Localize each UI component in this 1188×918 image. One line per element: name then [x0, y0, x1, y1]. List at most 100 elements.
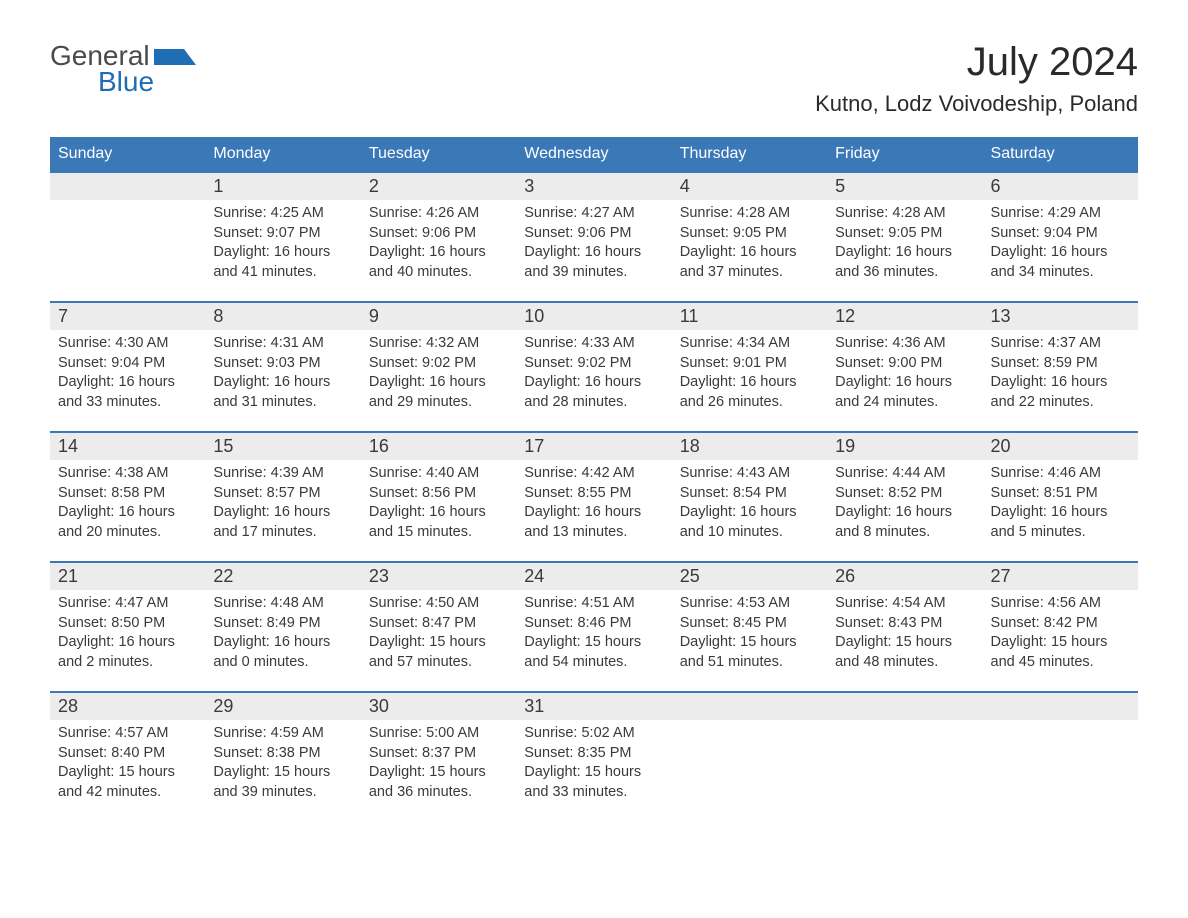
day-content: Sunrise: 4:29 AMSunset: 9:04 PMDaylight:… — [983, 200, 1138, 292]
calendar-week: 21Sunrise: 4:47 AMSunset: 8:50 PMDayligh… — [50, 561, 1138, 691]
flag-icon — [154, 44, 196, 68]
day-line: Daylight: 16 hours and 10 minutes. — [680, 503, 819, 542]
calendar-day: 30Sunrise: 5:00 AMSunset: 8:37 PMDayligh… — [361, 691, 516, 821]
calendar-day — [983, 691, 1138, 821]
day-line: Sunrise: 4:40 AM — [369, 464, 508, 484]
day-line: Sunrise: 4:57 AM — [58, 724, 197, 744]
day-number-row: 26 — [827, 561, 982, 590]
day-line: Daylight: 15 hours and 57 minutes. — [369, 633, 508, 672]
day-line: Sunrise: 4:31 AM — [213, 334, 352, 354]
calendar-day — [672, 691, 827, 821]
day-line: Sunset: 8:54 PM — [680, 484, 819, 504]
day-number-row: 12 — [827, 301, 982, 330]
day-line: Sunrise: 4:39 AM — [213, 464, 352, 484]
col-header: Tuesday — [361, 137, 516, 171]
day-line: Sunrise: 4:36 AM — [835, 334, 974, 354]
day-line: Sunset: 8:46 PM — [524, 614, 663, 634]
day-content: Sunrise: 4:27 AMSunset: 9:06 PMDaylight:… — [516, 200, 671, 292]
day-content: Sunrise: 4:30 AMSunset: 9:04 PMDaylight:… — [50, 330, 205, 422]
day-line: Daylight: 15 hours and 33 minutes. — [524, 763, 663, 802]
calendar-day: 14Sunrise: 4:38 AMSunset: 8:58 PMDayligh… — [50, 431, 205, 561]
day-line: Sunrise: 4:29 AM — [991, 204, 1130, 224]
calendar-day: 15Sunrise: 4:39 AMSunset: 8:57 PMDayligh… — [205, 431, 360, 561]
calendar-day: 21Sunrise: 4:47 AMSunset: 8:50 PMDayligh… — [50, 561, 205, 691]
day-line: Daylight: 16 hours and 13 minutes. — [524, 503, 663, 542]
day-line: Sunrise: 4:28 AM — [835, 204, 974, 224]
day-line: Sunset: 8:37 PM — [369, 744, 508, 764]
day-line: Daylight: 15 hours and 54 minutes. — [524, 633, 663, 672]
day-number-row: 7 — [50, 301, 205, 330]
day-content: Sunrise: 5:02 AMSunset: 8:35 PMDaylight:… — [516, 720, 671, 812]
day-line: Sunset: 9:01 PM — [680, 354, 819, 374]
col-header: Sunday — [50, 137, 205, 171]
day-line: Sunset: 9:06 PM — [524, 224, 663, 244]
day-line: Sunrise: 4:59 AM — [213, 724, 352, 744]
day-content — [983, 720, 1138, 734]
calendar-week: 28Sunrise: 4:57 AMSunset: 8:40 PMDayligh… — [50, 691, 1138, 821]
day-number-row: 6 — [983, 171, 1138, 200]
day-number: 6 — [983, 173, 1138, 200]
day-line: Daylight: 16 hours and 20 minutes. — [58, 503, 197, 542]
day-number: 20 — [983, 433, 1138, 460]
day-line: Sunset: 8:49 PM — [213, 614, 352, 634]
day-number: 8 — [205, 303, 360, 330]
day-number: 18 — [672, 433, 827, 460]
day-line: Daylight: 15 hours and 42 minutes. — [58, 763, 197, 802]
day-content — [672, 720, 827, 734]
calendar-day: 8Sunrise: 4:31 AMSunset: 9:03 PMDaylight… — [205, 301, 360, 431]
day-line: Daylight: 16 hours and 28 minutes. — [524, 373, 663, 412]
day-line: Sunrise: 4:54 AM — [835, 594, 974, 614]
calendar-day: 11Sunrise: 4:34 AMSunset: 9:01 PMDayligh… — [672, 301, 827, 431]
day-line: Sunset: 8:56 PM — [369, 484, 508, 504]
day-line: Sunrise: 4:53 AM — [680, 594, 819, 614]
calendar-day: 2Sunrise: 4:26 AMSunset: 9:06 PMDaylight… — [361, 171, 516, 301]
calendar-day: 20Sunrise: 4:46 AMSunset: 8:51 PMDayligh… — [983, 431, 1138, 561]
day-line: Daylight: 16 hours and 33 minutes. — [58, 373, 197, 412]
day-content: Sunrise: 4:50 AMSunset: 8:47 PMDaylight:… — [361, 590, 516, 682]
day-number-row — [672, 691, 827, 720]
day-line: Sunrise: 4:48 AM — [213, 594, 352, 614]
day-line: Sunset: 9:04 PM — [58, 354, 197, 374]
day-content: Sunrise: 4:54 AMSunset: 8:43 PMDaylight:… — [827, 590, 982, 682]
day-line: Sunrise: 5:00 AM — [369, 724, 508, 744]
day-line: Sunset: 9:07 PM — [213, 224, 352, 244]
day-number-row: 27 — [983, 561, 1138, 590]
day-line: Sunrise: 4:43 AM — [680, 464, 819, 484]
day-line: Daylight: 16 hours and 29 minutes. — [369, 373, 508, 412]
day-number — [983, 693, 1138, 720]
day-number-row: 21 — [50, 561, 205, 590]
day-number: 3 — [516, 173, 671, 200]
day-number-row: 23 — [361, 561, 516, 590]
calendar-day: 5Sunrise: 4:28 AMSunset: 9:05 PMDaylight… — [827, 171, 982, 301]
day-line: Sunset: 8:51 PM — [991, 484, 1130, 504]
day-line: Daylight: 16 hours and 2 minutes. — [58, 633, 197, 672]
calendar-week: 1Sunrise: 4:25 AMSunset: 9:07 PMDaylight… — [50, 171, 1138, 301]
day-line: Sunset: 8:43 PM — [835, 614, 974, 634]
day-line: Sunrise: 4:56 AM — [991, 594, 1130, 614]
day-content: Sunrise: 5:00 AMSunset: 8:37 PMDaylight:… — [361, 720, 516, 812]
day-line: Daylight: 16 hours and 15 minutes. — [369, 503, 508, 542]
calendar-day: 17Sunrise: 4:42 AMSunset: 8:55 PMDayligh… — [516, 431, 671, 561]
day-line: Sunrise: 4:32 AM — [369, 334, 508, 354]
col-header: Wednesday — [516, 137, 671, 171]
logo-text-bottom: Blue — [98, 66, 196, 98]
calendar-table: Sunday Monday Tuesday Wednesday Thursday… — [50, 137, 1138, 821]
day-number-row: 15 — [205, 431, 360, 460]
header-row: Sunday Monday Tuesday Wednesday Thursday… — [50, 137, 1138, 171]
day-content — [827, 720, 982, 734]
day-line: Daylight: 16 hours and 17 minutes. — [213, 503, 352, 542]
day-line: Sunset: 9:04 PM — [991, 224, 1130, 244]
col-header: Monday — [205, 137, 360, 171]
day-number: 27 — [983, 563, 1138, 590]
day-number: 26 — [827, 563, 982, 590]
day-line: Sunrise: 4:50 AM — [369, 594, 508, 614]
calendar-day: 26Sunrise: 4:54 AMSunset: 8:43 PMDayligh… — [827, 561, 982, 691]
day-number: 9 — [361, 303, 516, 330]
title-location: Kutno, Lodz Voivodeship, Poland — [815, 91, 1138, 117]
day-number: 22 — [205, 563, 360, 590]
day-number: 19 — [827, 433, 982, 460]
day-line: Sunrise: 4:37 AM — [991, 334, 1130, 354]
day-line: Sunrise: 4:38 AM — [58, 464, 197, 484]
day-number-row — [827, 691, 982, 720]
day-line: Daylight: 16 hours and 22 minutes. — [991, 373, 1130, 412]
